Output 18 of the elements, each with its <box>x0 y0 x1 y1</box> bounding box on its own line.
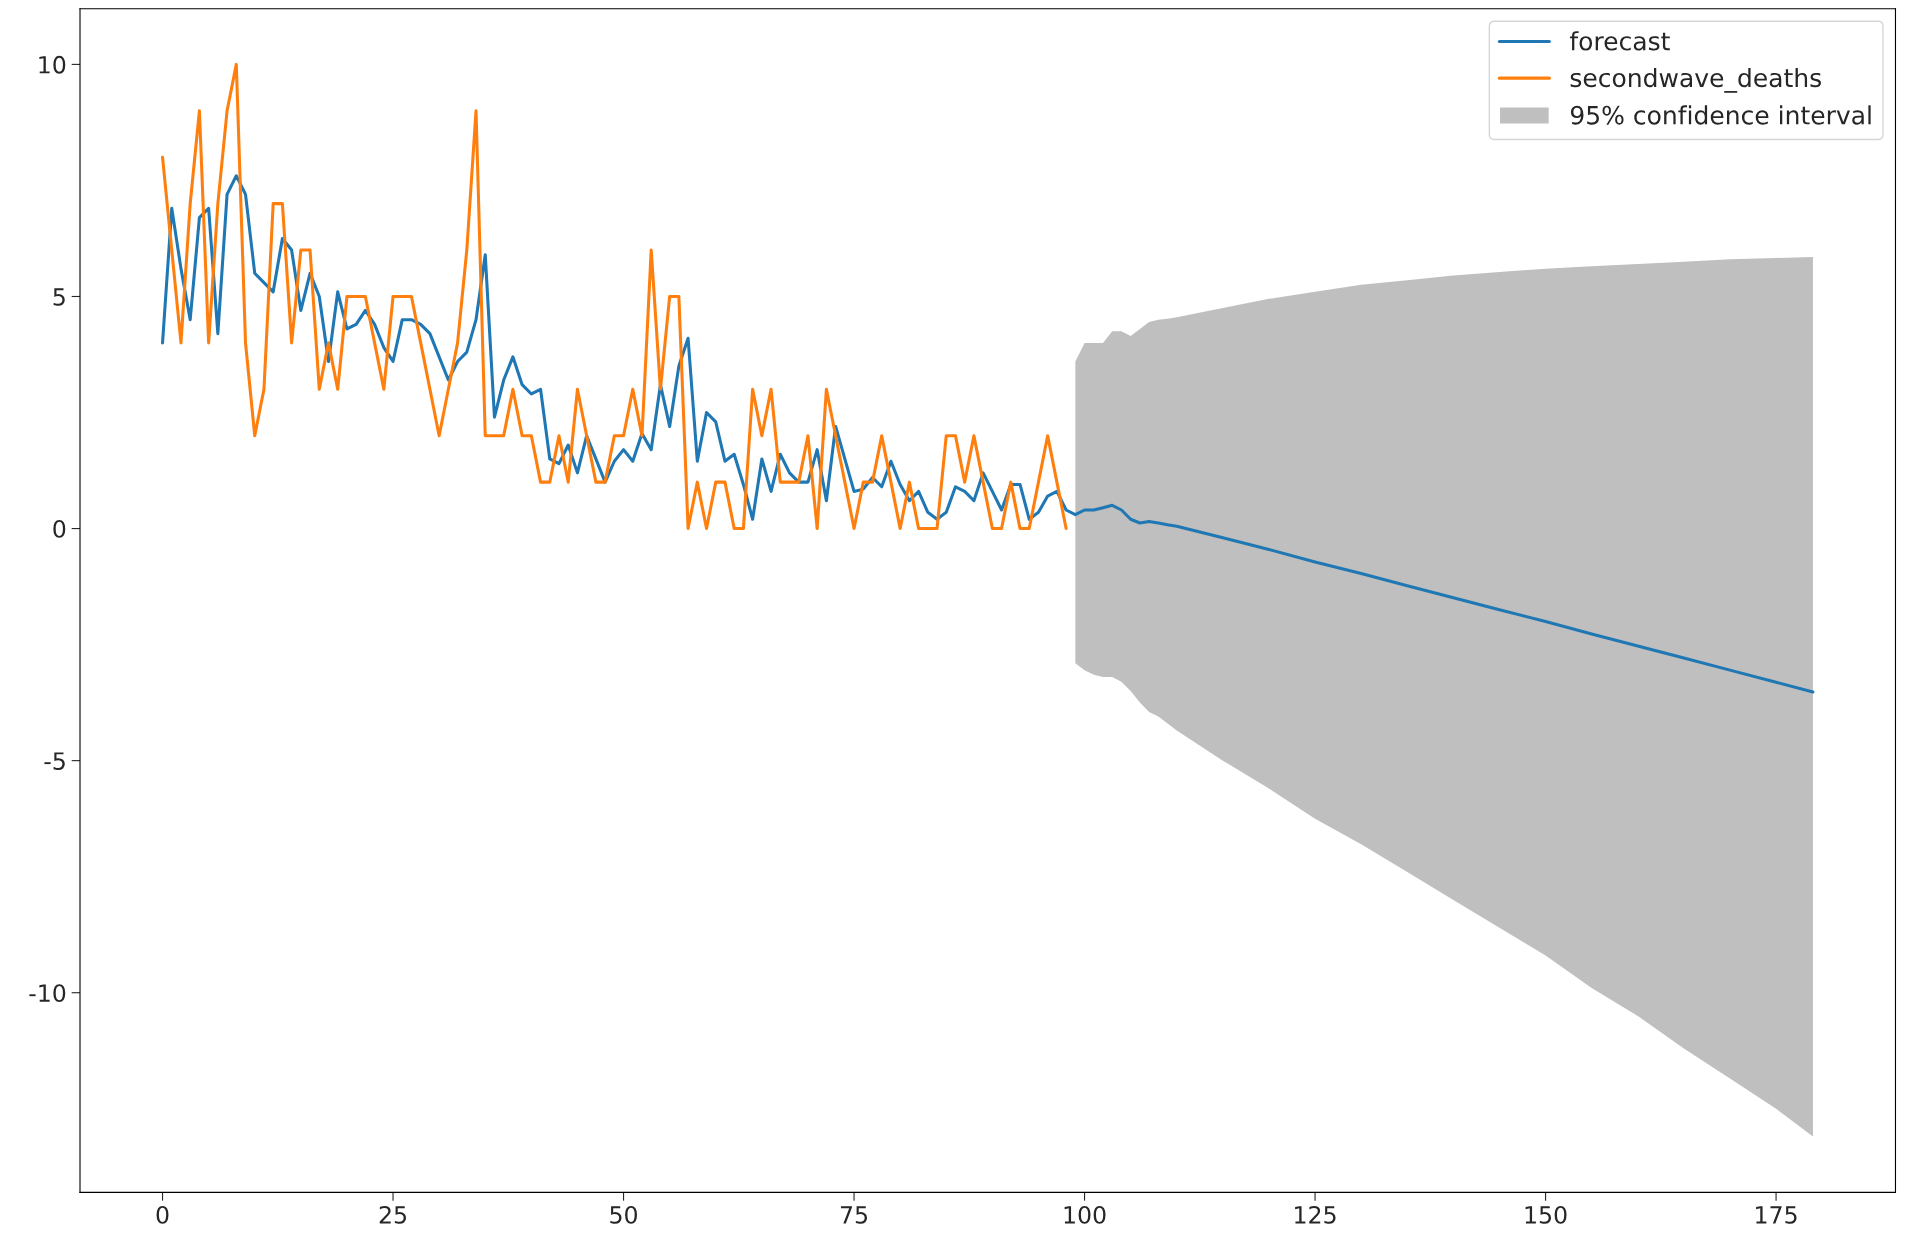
x-tick-label: 25 <box>379 1205 406 1224</box>
y-tick-label: 10 <box>39 55 66 74</box>
x-tick-label: 175 <box>1756 1206 1797 1224</box>
line-series <box>161 174 1815 694</box>
y-tick-label: -10 <box>29 984 66 1003</box>
legend-label: 95% confidence interval <box>1570 105 1871 125</box>
x-tick-label: 75 <box>840 1206 868 1224</box>
y-tick-label: 0 <box>53 520 66 538</box>
legend-label: forecast <box>1569 31 1670 51</box>
y-tick-label: 5 <box>53 288 65 306</box>
x-tick-label: 100 <box>1064 1205 1106 1224</box>
y-tick-label: -5 <box>44 752 65 770</box>
x-tick-label: 150 <box>1525 1205 1567 1224</box>
x-tick-label: 0 <box>156 1205 169 1224</box>
x-tick-label: 125 <box>1295 1205 1336 1224</box>
legend-label: secondwave_deaths <box>1570 67 1821 93</box>
line-series <box>161 62 1068 531</box>
x-tick-label: 50 <box>610 1205 637 1224</box>
